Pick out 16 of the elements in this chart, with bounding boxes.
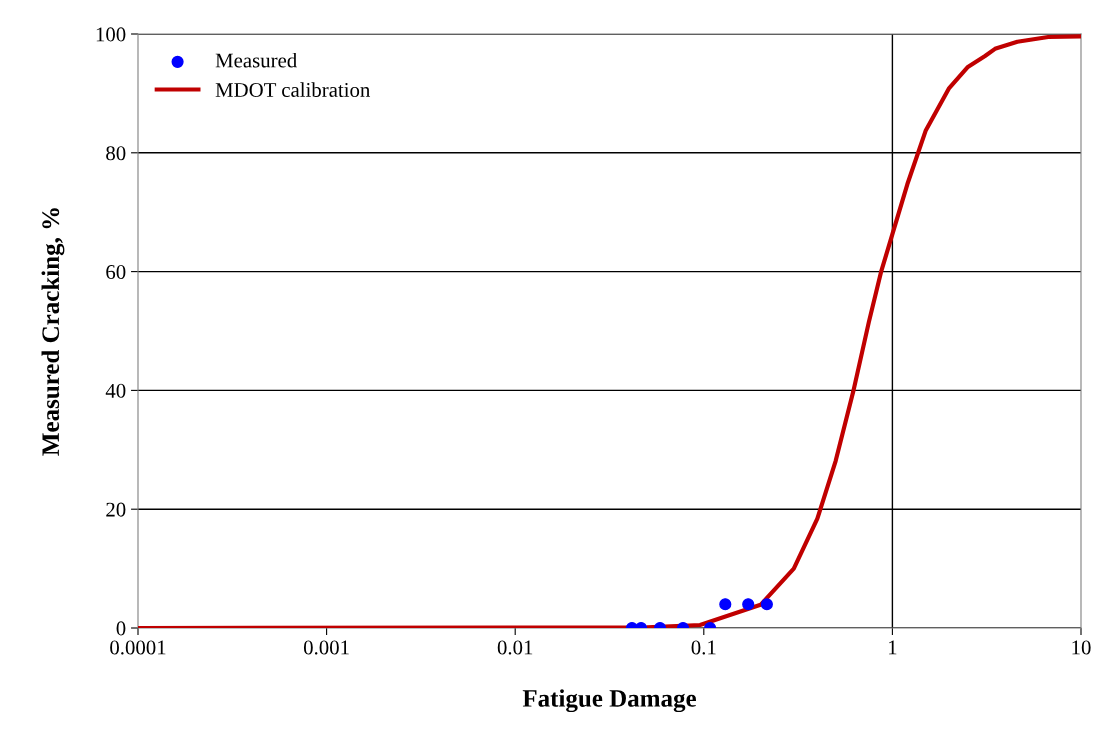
y-tick-label: 0 xyxy=(116,621,126,636)
legend-label: Measured xyxy=(215,52,297,68)
x-tick-label: 0.0001 xyxy=(110,640,166,655)
y-tick-label: 60 xyxy=(106,264,126,280)
x-tick-label: 10 xyxy=(1072,640,1091,655)
x-tick-label: 0.01 xyxy=(497,640,533,655)
y-tick-label: 100 xyxy=(96,27,126,42)
x-tick-label: 0.1 xyxy=(691,640,716,655)
y-tick-label: 80 xyxy=(106,146,126,161)
x-tick-label: 0.001 xyxy=(303,640,349,655)
x-axis-title: Fatigue Damage xyxy=(522,689,696,713)
y-axis-title: Measured Cracking, % xyxy=(41,208,65,456)
y-tick-label: 20 xyxy=(106,502,126,517)
y-tick-label: 40 xyxy=(105,383,126,398)
legend-label: MDOT calibration xyxy=(215,82,371,97)
x-tick-label: 1 xyxy=(889,640,897,655)
